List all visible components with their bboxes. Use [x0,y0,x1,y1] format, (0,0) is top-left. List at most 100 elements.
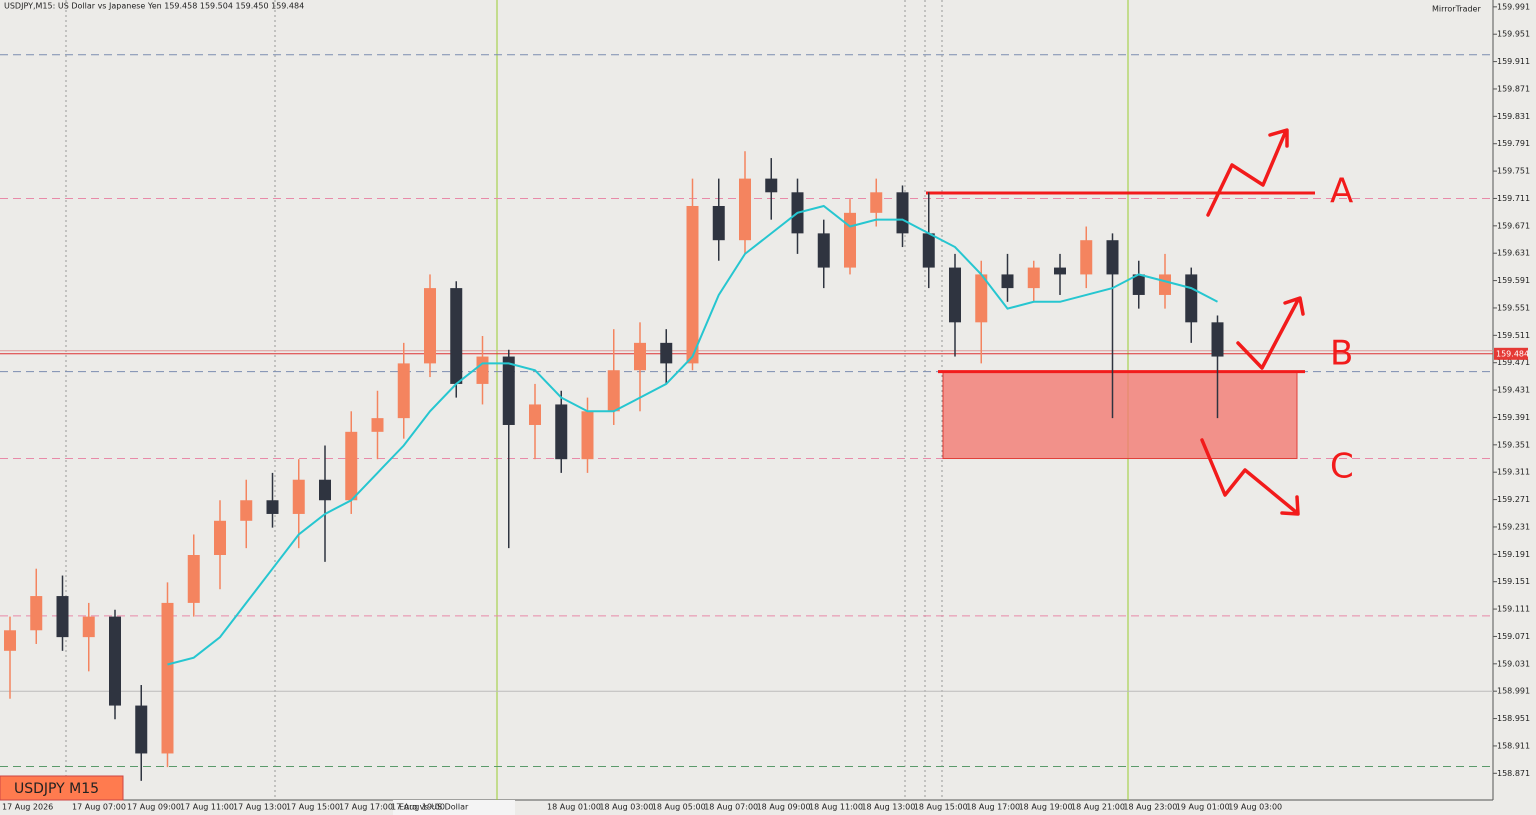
y-tick-label: 159.831 [1497,112,1530,121]
x-tick-label: 18 Aug 07:00 [704,803,758,812]
y-tick-label: 159.671 [1497,221,1530,230]
candle-body [266,500,279,514]
annotation: C [1330,447,1354,487]
y-tick-label: 158.991 [1497,687,1530,696]
x-tick-label: 18 Aug 21:00 [1071,803,1125,812]
candle-body [4,630,16,651]
candle-body [870,192,883,213]
symbol-info: USDJPY,M15: US Dollar vs Japanese Yen 15… [4,2,304,11]
candle-body [161,602,174,754]
candle-body [581,411,594,460]
x-tick-label: 18 Aug 11:00 [809,803,863,812]
y-tick-label: 159.511 [1497,331,1530,340]
x-tick-label: 18 Aug 03:00 [599,803,653,812]
y-tick-label: 159.871 [1497,84,1530,93]
candle-body [319,479,331,501]
y-tick-label: 159.311 [1497,468,1530,477]
x-tick-label: 17 Aug 09:00 [127,803,181,812]
moving-average [167,204,1218,666]
candle-body [1001,274,1014,289]
x-tick-label: 18 Aug 05:00 [652,803,706,812]
y-tick-label: 158.871 [1497,769,1530,778]
y-tick-label: 159.631 [1497,249,1530,258]
candle-body [30,596,43,631]
tab[interactable] [393,800,515,815]
y-tick-label: 159.151 [1497,577,1530,586]
candle-body [1132,274,1145,295]
candle-body [765,178,778,193]
y-tick-label: 159.391 [1497,413,1530,422]
candle-body [1027,267,1040,289]
candle-body [975,274,988,323]
y-tick-label: 159.751 [1497,167,1530,176]
candle-body [450,288,463,384]
x-tick-label: 19 Aug 01:00 [1176,803,1230,812]
x-tick-label: 17 Aug 17:00 [339,803,393,812]
y-tick-label: 159.111 [1497,605,1530,614]
candle-body [949,267,961,323]
scenario-arrows [1200,128,1305,516]
x-tick-label: 18 Aug 09:00 [757,803,811,812]
candle-body [214,520,226,556]
y-tick-label: 159.071 [1497,632,1530,641]
candle-body [345,431,358,501]
candle-body [424,288,436,364]
symbol-badge-text: USDJPY M15 [14,781,99,797]
y-tick-label: 159.191 [1497,550,1530,559]
zone [942,371,1298,460]
candle-body [1185,274,1198,323]
candle-body [135,705,148,754]
y-tick-label: 159.271 [1497,495,1530,504]
y-tick-label: 159.711 [1497,194,1530,203]
candle-body [844,212,856,268]
candle-body [476,356,489,384]
x-tick-label: 17 Aug 13:00 [233,803,287,812]
candle-body [109,616,121,706]
tab-text[interactable]: Euro vs US Dollar [399,803,469,812]
candle-body [1080,240,1093,275]
candle-body [502,356,515,425]
x-tick-label: 18 Aug 23:00 [1123,803,1177,812]
y-tick-label: 159.951 [1497,30,1530,39]
price-tag-text: 159.484 [1496,349,1529,358]
vertical-grid [65,0,943,800]
y-tick-label: 159.591 [1497,276,1530,285]
y-tick-label: 159.031 [1497,659,1530,668]
annotation: B [1330,334,1353,374]
candle-body [922,233,935,268]
x-tick-label: 18 Aug 15:00 [914,803,968,812]
y-tick-label: 159.431 [1497,386,1530,395]
x-tick-label: 17 Aug 2026 [2,803,53,812]
candle-body [1211,322,1224,357]
x-tick-label: 17 Aug 15:00 [286,803,340,812]
candle-body [1106,240,1119,275]
candle-body [686,205,699,364]
candle-body [187,555,200,603]
x-tick-label: 18 Aug 01:00 [547,803,601,812]
candle-body [1159,274,1171,295]
candle-body [817,233,830,268]
x-tick-label: 17 Aug 11:00 [180,803,234,812]
candle-body [292,479,305,514]
candle-body [1054,267,1066,275]
y-tick-label: 159.471 [1497,358,1530,367]
candle-body [555,404,568,460]
symbol-badge [0,775,124,801]
y-tick-label: 159.911 [1497,57,1530,66]
candle-body [607,370,620,412]
price-tag [1494,347,1528,360]
x-tick-label: 18 Aug 17:00 [966,803,1020,812]
x-tick-label: 18 Aug 19:00 [1019,803,1073,812]
candle-body [371,418,384,432]
candle-body [56,596,69,638]
broker: MirrorTrader [1432,5,1481,14]
candle-body [82,616,95,638]
candle-body [529,404,541,425]
annotation: A [1330,171,1353,211]
y-tick-label: 159.991 [1497,2,1530,11]
y-tick-label: 159.551 [1497,303,1530,312]
x-tick-label: 18 Aug 13:00 [861,803,915,812]
candle-body [712,205,725,241]
candle-body [660,342,673,364]
